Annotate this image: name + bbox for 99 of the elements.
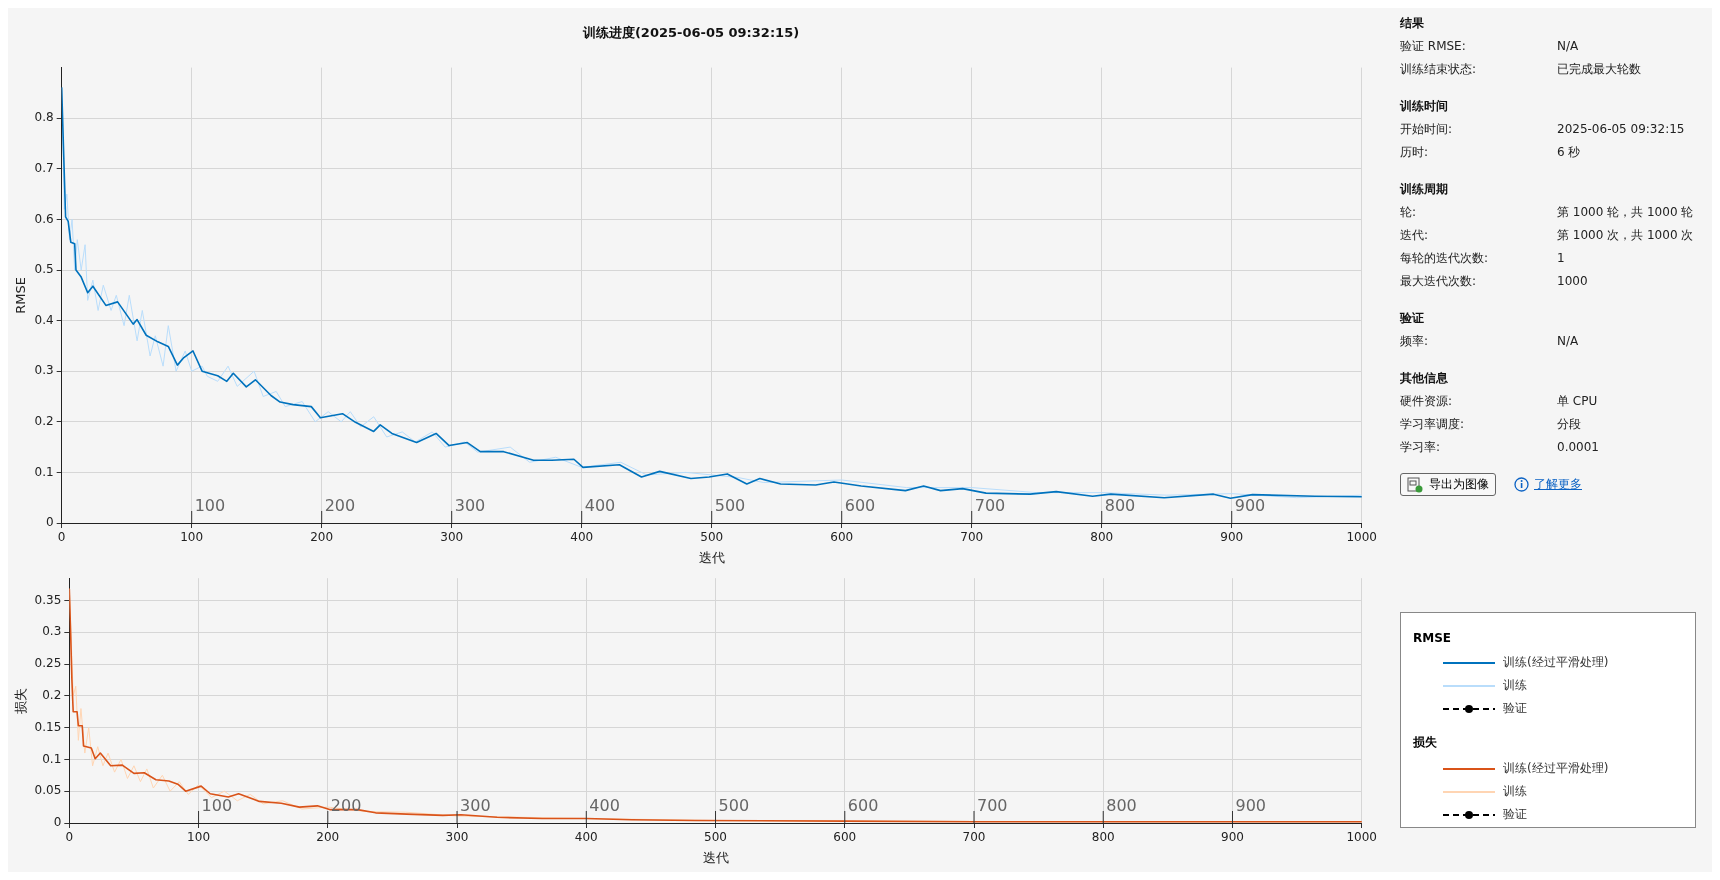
- legend-label: 训练: [1503, 677, 1527, 694]
- text: 6 秒: [1557, 144, 1581, 161]
- annotation: 500: [714, 496, 746, 516]
- text: 学习率:: [1400, 439, 1442, 456]
- legend-label: 验证: [1503, 806, 1527, 823]
- x-tick-label: 800: [1091, 830, 1115, 845]
- text: 了解更多: [1534, 476, 1582, 493]
- text: 训练周期: [1400, 181, 1449, 198]
- x-axis-title: 迭代: [698, 549, 725, 565]
- x-tick-label: 300: [445, 830, 469, 845]
- x-axis-title: 迭代: [702, 849, 729, 865]
- text: 频率:: [1400, 333, 1430, 350]
- x-tick-label: 500: [704, 830, 727, 845]
- legend-label: 训练: [1503, 783, 1527, 800]
- text: 第 1000 次，共 1000 次: [1557, 227, 1694, 244]
- x-tick-label: 500: [700, 530, 724, 545]
- legend-label: 训练(经过平滑处理): [1503, 654, 1609, 671]
- annotation: 600: [847, 796, 879, 816]
- text: 轮:: [1400, 204, 1418, 221]
- text: 0.0001: [1557, 439, 1599, 456]
- x-tick-label: 400: [570, 530, 594, 545]
- annotation: 900: [1235, 796, 1267, 816]
- y-tick-label: 0.5: [34, 262, 54, 277]
- text: N/A: [1557, 333, 1579, 350]
- text: 学习率调度:: [1400, 416, 1466, 433]
- text: 分段: [1557, 416, 1581, 433]
- text: 已完成最大轮数: [1557, 61, 1641, 78]
- annotation: 700: [974, 496, 1006, 516]
- chart-title: 训练进度(2025-06-05 09:32:15): [581, 25, 800, 41]
- legend-title: 损失: [1413, 734, 1438, 751]
- x-tick-label: 400: [574, 830, 598, 845]
- y-tick-label: 0.7: [34, 160, 54, 175]
- annotation: 200: [324, 496, 356, 516]
- annotation: 800: [1104, 496, 1136, 516]
- legend-label: 训练(经过平滑处理): [1503, 760, 1609, 777]
- y-tick-label: 0.35: [34, 592, 62, 607]
- annotation: 100: [194, 496, 226, 516]
- y-tick-label: 0.3: [42, 624, 62, 639]
- y-tick-label: 0.1: [34, 464, 54, 479]
- y-tick-label: 0.8: [34, 110, 54, 125]
- text: 硬件资源:: [1400, 393, 1454, 410]
- x-tick-label: 700: [960, 530, 984, 545]
- text: 导出为图像: [1429, 476, 1489, 493]
- x-tick-label: 300: [440, 530, 464, 545]
- y-tick-label: 0.2: [34, 413, 54, 428]
- y-tick-label: 0.15: [34, 719, 62, 734]
- text: 每轮的迭代次数:: [1400, 250, 1490, 267]
- text: 验证: [1400, 310, 1425, 327]
- text: 训练时间: [1400, 98, 1449, 115]
- text: 最大迭代次数:: [1400, 273, 1478, 290]
- legend-label: 验证: [1503, 700, 1527, 717]
- text: 迭代:: [1400, 227, 1430, 244]
- annotation: 100: [201, 796, 233, 816]
- annotation: 900: [1234, 496, 1266, 516]
- text: 历时:: [1400, 144, 1430, 161]
- annotation: 300: [460, 796, 491, 816]
- x-tick-label: 700: [962, 830, 986, 845]
- x-tick-label: 1000: [1346, 530, 1377, 545]
- x-tick-label: 900: [1221, 830, 1244, 845]
- y-tick-label: 0.05: [34, 783, 62, 798]
- y-tick-label: 0.6: [34, 211, 54, 226]
- x-tick-label: 600: [830, 530, 854, 545]
- x-tick-label: 0: [65, 830, 74, 845]
- text: 第 1000 轮，共 1000 轮: [1557, 204, 1694, 221]
- y-tick-label: 0.4: [34, 312, 54, 327]
- y-tick-label: 0: [46, 515, 54, 530]
- x-tick-label: 100: [187, 830, 211, 845]
- text: 训练结束状态:: [1400, 61, 1478, 78]
- annotation: 400: [584, 496, 616, 516]
- annotation: 300: [454, 496, 486, 516]
- annotation: 500: [718, 796, 750, 816]
- legend-title: RMSE: [1413, 631, 1453, 645]
- y-tick-label: 0.1: [42, 751, 62, 766]
- y-axis-title: 损失: [13, 687, 29, 714]
- annotation: 400: [589, 796, 620, 816]
- text: 开始时间:: [1400, 121, 1454, 138]
- x-tick-label: 200: [316, 830, 340, 845]
- text: 单 CPU: [1557, 393, 1598, 410]
- text: 1000: [1557, 273, 1588, 290]
- x-tick-label: 600: [833, 830, 857, 845]
- text: N/A: [1557, 38, 1579, 55]
- annotation: 600: [844, 496, 876, 516]
- x-tick-label: 200: [310, 530, 334, 545]
- x-tick-label: 1000: [1346, 830, 1377, 845]
- y-axis-title: RMSE: [13, 276, 29, 314]
- y-tick-label: 0.3: [34, 363, 54, 378]
- y-tick-label: 0.25: [34, 656, 62, 671]
- x-tick-label: 800: [1090, 530, 1114, 545]
- text: 结果: [1400, 15, 1425, 32]
- annotation: 700: [977, 796, 1008, 816]
- text: 验证 RMSE:: [1400, 38, 1467, 55]
- x-tick-label: 900: [1220, 530, 1244, 545]
- text: 其他信息: [1400, 370, 1449, 387]
- annotation: 800: [1106, 796, 1137, 816]
- text: 2025-06-05 09:32:15: [1557, 121, 1685, 138]
- text: 1: [1557, 250, 1565, 267]
- y-tick-label: 0: [53, 815, 62, 830]
- x-tick-label: 100: [180, 530, 204, 545]
- y-tick-label: 0.2: [42, 687, 62, 702]
